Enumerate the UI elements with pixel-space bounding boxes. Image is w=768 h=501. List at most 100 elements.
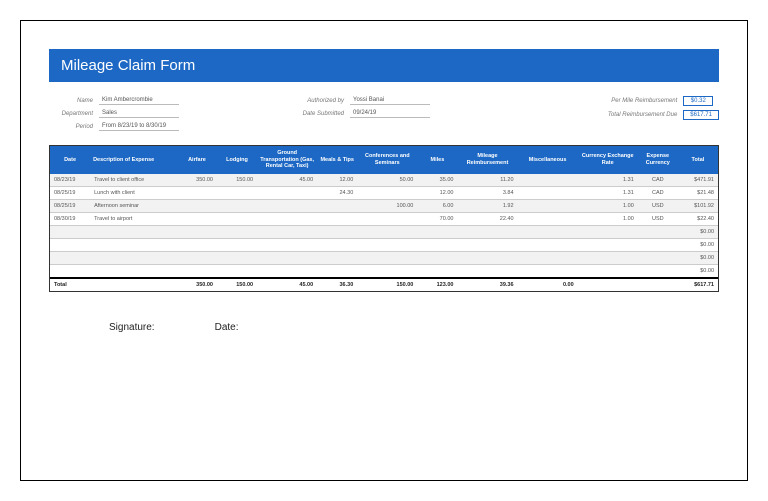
col-misc: Miscellaneous — [518, 146, 578, 174]
cell-ground — [257, 264, 317, 278]
cell-lodging — [217, 251, 257, 264]
page: Mileage Claim Form Name Kim Ambercrombie… — [20, 20, 748, 481]
cell-date: 08/23/19 — [50, 174, 90, 187]
cell-desc: Travel to airport — [90, 212, 177, 225]
table-row: $0.00 — [50, 238, 718, 251]
table-row: $0.00 — [50, 264, 718, 278]
form-title: Mileage Claim Form — [49, 49, 719, 82]
cell-mileRe: 1.92 — [457, 199, 517, 212]
cell-total: $0.00 — [678, 264, 718, 278]
table-row: 08/25/19Lunch with client24.3012.003.841… — [50, 186, 718, 199]
meta-authorized: Authorized by Yossi Banai — [289, 96, 430, 105]
total-grand: $617.71 — [678, 278, 718, 291]
meta-value-name: Kim Ambercrombie — [99, 96, 179, 105]
meta-label-department: Department — [49, 111, 93, 117]
expense-table-wrap: Date Description of Expense Airfare Lodg… — [49, 145, 719, 292]
date-label: Date: — [215, 322, 239, 333]
cell-conf — [357, 212, 417, 225]
total-conf: 150.00 — [357, 278, 417, 291]
cell-curr — [638, 225, 678, 238]
col-date: Date — [50, 146, 90, 174]
cell-curr: USD — [638, 199, 678, 212]
cell-rate: 1.31 — [578, 174, 638, 187]
cell-airfare — [177, 238, 217, 251]
cell-ground — [257, 212, 317, 225]
table-row: 08/25/19Afternoon seminar100.006.001.921… — [50, 199, 718, 212]
cell-conf: 100.00 — [357, 199, 417, 212]
cell-rate — [578, 238, 638, 251]
cell-airfare — [177, 251, 217, 264]
meta-value-period: From 8/23/19 to 8/30/19 — [99, 122, 179, 131]
meta-permile: Per Mile Reimbursement $0.32 — [587, 96, 719, 106]
cell-curr — [638, 251, 678, 264]
cell-airfare — [177, 212, 217, 225]
meta-left: Name Kim Ambercrombie Department Sales P… — [49, 96, 179, 131]
cell-ground — [257, 225, 317, 238]
expense-table: Date Description of Expense Airfare Lodg… — [50, 146, 718, 291]
cell-desc — [90, 238, 177, 251]
cell-meals — [317, 238, 357, 251]
col-lodging: Lodging — [217, 146, 257, 174]
meta-section: Name Kim Ambercrombie Department Sales P… — [49, 96, 719, 131]
cell-date: 08/25/19 — [50, 199, 90, 212]
table-row: $0.00 — [50, 225, 718, 238]
cell-misc — [518, 225, 578, 238]
col-conf: Conferences and Seminars — [357, 146, 417, 174]
total-meals: 36.30 — [317, 278, 357, 291]
cell-ground — [257, 186, 317, 199]
cell-misc — [518, 186, 578, 199]
meta-mid: Authorized by Yossi Banai Date Submitted… — [289, 96, 430, 131]
cell-lodging — [217, 212, 257, 225]
meta-label-permile: Per Mile Reimbursement — [587, 98, 677, 104]
cell-mileRe: 3.84 — [457, 186, 517, 199]
cell-mileRe: 22.40 — [457, 212, 517, 225]
total-miles: 123.00 — [417, 278, 457, 291]
meta-box-permile: $0.32 — [683, 96, 713, 106]
col-desc: Description of Expense — [90, 146, 177, 174]
table-row: $0.00 — [50, 251, 718, 264]
cell-date: 08/30/19 — [50, 212, 90, 225]
cell-misc — [518, 174, 578, 187]
total-ground: 45.00 — [257, 278, 317, 291]
cell-misc — [518, 212, 578, 225]
cell-meals — [317, 251, 357, 264]
col-total: Total — [678, 146, 718, 174]
cell-airfare: 350.00 — [177, 174, 217, 187]
cell-desc — [90, 225, 177, 238]
meta-box-totaldue: $617.71 — [683, 110, 719, 120]
meta-name: Name Kim Ambercrombie — [49, 96, 179, 105]
cell-lodging — [217, 186, 257, 199]
cell-lodging — [217, 225, 257, 238]
cell-rate: 1.00 — [578, 199, 638, 212]
total-misc: 0.00 — [518, 278, 578, 291]
cell-mileRe — [457, 251, 517, 264]
cell-miles — [417, 251, 457, 264]
cell-rate — [578, 251, 638, 264]
meta-label-submitted: Date Submitted — [289, 111, 344, 117]
cell-conf — [357, 225, 417, 238]
cell-miles: 70.00 — [417, 212, 457, 225]
meta-submitted: Date Submitted 09/24/19 — [289, 109, 430, 118]
total-lodging: 150.00 — [217, 278, 257, 291]
cell-curr — [638, 264, 678, 278]
cell-misc — [518, 238, 578, 251]
cell-total: $22.40 — [678, 212, 718, 225]
cell-lodging — [217, 264, 257, 278]
meta-label-name: Name — [49, 98, 93, 104]
cell-airfare — [177, 264, 217, 278]
table-head: Date Description of Expense Airfare Lodg… — [50, 146, 718, 174]
cell-meals — [317, 212, 357, 225]
cell-meals — [317, 199, 357, 212]
cell-conf — [357, 186, 417, 199]
cell-miles — [417, 238, 457, 251]
cell-ground — [257, 251, 317, 264]
cell-mileRe — [457, 225, 517, 238]
total-blank3 — [638, 278, 678, 291]
cell-mileRe — [457, 264, 517, 278]
cell-total: $101.92 — [678, 199, 718, 212]
signature-row: Signature: Date: — [109, 322, 719, 333]
cell-lodging: 150.00 — [217, 174, 257, 187]
cell-miles: 6.00 — [417, 199, 457, 212]
cell-conf — [357, 238, 417, 251]
meta-totaldue: Total Reimbursement Due $617.71 — [587, 110, 719, 120]
